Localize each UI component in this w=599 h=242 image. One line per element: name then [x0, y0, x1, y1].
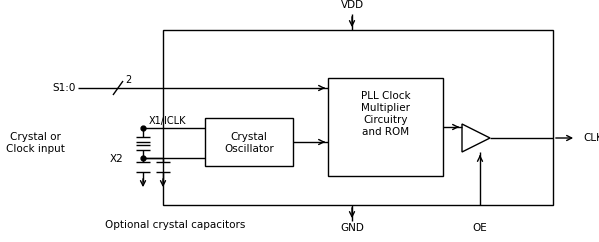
Text: OE: OE	[473, 223, 488, 233]
Text: Oscillator: Oscillator	[224, 144, 274, 154]
Bar	[163, 30, 553, 205]
Text: and ROM: and ROM	[362, 127, 409, 137]
Text: Crystal or
Clock input: Crystal or Clock input	[5, 132, 65, 154]
Text: CLK: CLK	[583, 133, 599, 143]
Text: X2: X2	[109, 154, 123, 164]
Text: Multiplier: Multiplier	[361, 103, 410, 113]
Text: S1:0: S1:0	[53, 83, 76, 93]
Text: GND: GND	[340, 223, 364, 233]
Text: PLL Clock: PLL Clock	[361, 91, 410, 101]
Text: 2: 2	[125, 75, 131, 85]
Text: Circuitry: Circuitry	[363, 115, 408, 125]
Text: X1/ICLK: X1/ICLK	[149, 116, 186, 126]
Bar	[205, 118, 293, 166]
Bar	[328, 78, 443, 176]
Text: VDD: VDD	[340, 0, 364, 10]
Text: Crystal: Crystal	[231, 132, 267, 142]
Text: Optional crystal capacitors: Optional crystal capacitors	[105, 220, 245, 230]
